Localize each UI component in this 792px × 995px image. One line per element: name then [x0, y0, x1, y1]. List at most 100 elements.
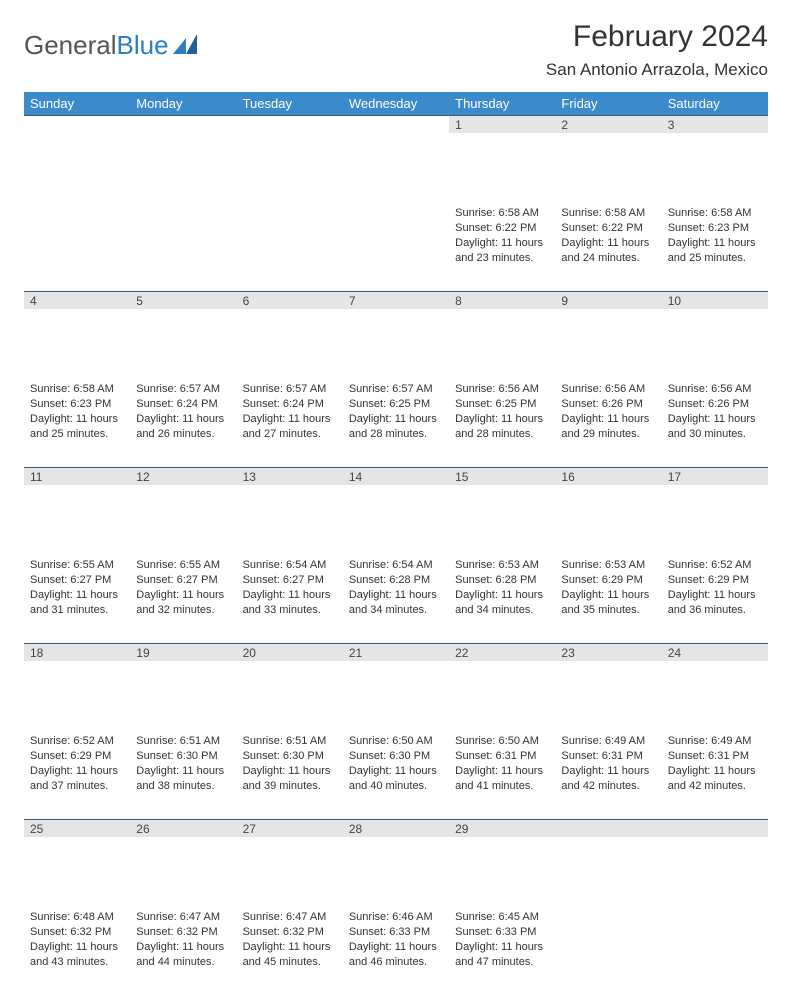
day-number: 12	[130, 467, 236, 485]
day-cell: Sunrise: 6:57 AMSunset: 6:25 PMDaylight:…	[343, 379, 449, 447]
daynum-cell: 4	[24, 291, 130, 379]
sunset-line: Sunset: 6:29 PM	[668, 573, 762, 588]
daylight-line: Daylight: 11 hours and 28 minutes.	[349, 412, 443, 442]
content-cell: Sunrise: 6:49 AMSunset: 6:31 PMDaylight:…	[555, 731, 661, 819]
day-number: 13	[237, 467, 343, 485]
day-number: 29	[449, 819, 555, 837]
day-number: 2	[555, 115, 661, 133]
sunrise-line: Sunrise: 6:49 AM	[668, 734, 762, 749]
daylight-line: Daylight: 11 hours and 36 minutes.	[668, 588, 762, 618]
content-cell: Sunrise: 6:51 AMSunset: 6:30 PMDaylight:…	[237, 731, 343, 819]
daynum-cell: 20	[237, 643, 343, 731]
daylight-line: Daylight: 11 hours and 25 minutes.	[668, 236, 762, 266]
sunset-line: Sunset: 6:27 PM	[30, 573, 124, 588]
sunset-line: Sunset: 6:31 PM	[561, 749, 655, 764]
sunset-line: Sunset: 6:33 PM	[349, 925, 443, 940]
content-cell: Sunrise: 6:50 AMSunset: 6:30 PMDaylight:…	[343, 731, 449, 819]
week-content-row: Sunrise: 6:55 AMSunset: 6:27 PMDaylight:…	[24, 555, 768, 643]
daynum-cell: 5	[130, 291, 236, 379]
sunset-line: Sunset: 6:24 PM	[136, 397, 230, 412]
content-cell: Sunrise: 6:57 AMSunset: 6:25 PMDaylight:…	[343, 379, 449, 467]
sunset-line: Sunset: 6:26 PM	[668, 397, 762, 412]
content-cell: Sunrise: 6:56 AMSunset: 6:26 PMDaylight:…	[662, 379, 768, 467]
sunset-line: Sunset: 6:29 PM	[30, 749, 124, 764]
content-cell: Sunrise: 6:47 AMSunset: 6:32 PMDaylight:…	[237, 907, 343, 995]
day-cell: Sunrise: 6:55 AMSunset: 6:27 PMDaylight:…	[130, 555, 236, 623]
content-cell: Sunrise: 6:58 AMSunset: 6:22 PMDaylight:…	[449, 203, 555, 291]
empty-content-cell	[662, 907, 768, 995]
month-title: February 2024	[546, 20, 768, 54]
day-cell: Sunrise: 6:54 AMSunset: 6:28 PMDaylight:…	[343, 555, 449, 623]
sunset-line: Sunset: 6:22 PM	[561, 221, 655, 236]
sunset-line: Sunset: 6:28 PM	[349, 573, 443, 588]
day-header: Saturday	[662, 92, 768, 115]
empty-content-cell	[130, 203, 236, 291]
daylight-line: Daylight: 11 hours and 24 minutes.	[561, 236, 655, 266]
sunset-line: Sunset: 6:30 PM	[136, 749, 230, 764]
daylight-line: Daylight: 11 hours and 40 minutes.	[349, 764, 443, 794]
daynum-cell: 16	[555, 467, 661, 555]
day-number: 11	[24, 467, 130, 485]
daynum-cell: 13	[237, 467, 343, 555]
content-cell: Sunrise: 6:45 AMSunset: 6:33 PMDaylight:…	[449, 907, 555, 995]
sunrise-line: Sunrise: 6:46 AM	[349, 910, 443, 925]
daylight-line: Daylight: 11 hours and 30 minutes.	[668, 412, 762, 442]
day-cell: Sunrise: 6:57 AMSunset: 6:24 PMDaylight:…	[130, 379, 236, 447]
content-cell: Sunrise: 6:53 AMSunset: 6:29 PMDaylight:…	[555, 555, 661, 643]
day-cell: Sunrise: 6:55 AMSunset: 6:27 PMDaylight:…	[24, 555, 130, 623]
day-header: Wednesday	[343, 92, 449, 115]
content-cell: Sunrise: 6:54 AMSunset: 6:27 PMDaylight:…	[237, 555, 343, 643]
day-cell: Sunrise: 6:57 AMSunset: 6:24 PMDaylight:…	[237, 379, 343, 447]
daylight-line: Daylight: 11 hours and 42 minutes.	[561, 764, 655, 794]
day-header: Tuesday	[237, 92, 343, 115]
sunset-line: Sunset: 6:23 PM	[30, 397, 124, 412]
daynum-cell: 17	[662, 467, 768, 555]
daylight-line: Daylight: 11 hours and 47 minutes.	[455, 940, 549, 970]
daynum-cell: 27	[237, 819, 343, 907]
sunrise-line: Sunrise: 6:54 AM	[243, 558, 337, 573]
sunrise-line: Sunrise: 6:56 AM	[561, 382, 655, 397]
sunset-line: Sunset: 6:27 PM	[136, 573, 230, 588]
sunrise-line: Sunrise: 6:58 AM	[668, 206, 762, 221]
week-content-row: Sunrise: 6:58 AMSunset: 6:22 PMDaylight:…	[24, 203, 768, 291]
sunrise-line: Sunrise: 6:45 AM	[455, 910, 549, 925]
empty-daynum-cell	[555, 819, 661, 907]
logo-mark-icon	[173, 30, 199, 61]
day-cell: Sunrise: 6:52 AMSunset: 6:29 PMDaylight:…	[24, 731, 130, 799]
empty-content-cell	[555, 907, 661, 995]
daylight-line: Daylight: 11 hours and 38 minutes.	[136, 764, 230, 794]
sunrise-line: Sunrise: 6:50 AM	[349, 734, 443, 749]
logo: GeneralBlue	[24, 20, 199, 61]
day-cell: Sunrise: 6:45 AMSunset: 6:33 PMDaylight:…	[449, 907, 555, 975]
day-number: 16	[555, 467, 661, 485]
day-cell: Sunrise: 6:51 AMSunset: 6:30 PMDaylight:…	[237, 731, 343, 799]
sunset-line: Sunset: 6:25 PM	[349, 397, 443, 412]
content-cell: Sunrise: 6:49 AMSunset: 6:31 PMDaylight:…	[662, 731, 768, 819]
day-number: 27	[237, 819, 343, 837]
daynum-cell: 24	[662, 643, 768, 731]
day-number: 17	[662, 467, 768, 485]
daynum-cell: 11	[24, 467, 130, 555]
content-cell: Sunrise: 6:47 AMSunset: 6:32 PMDaylight:…	[130, 907, 236, 995]
day-cell: Sunrise: 6:49 AMSunset: 6:31 PMDaylight:…	[662, 731, 768, 799]
sunrise-line: Sunrise: 6:49 AM	[561, 734, 655, 749]
day-number: 10	[662, 291, 768, 309]
empty-daynum-cell	[662, 819, 768, 907]
sunrise-line: Sunrise: 6:55 AM	[30, 558, 124, 573]
day-number: 19	[130, 643, 236, 661]
day-number: 14	[343, 467, 449, 485]
daylight-line: Daylight: 11 hours and 43 minutes.	[30, 940, 124, 970]
day-number: 23	[555, 643, 661, 661]
week-content-row: Sunrise: 6:52 AMSunset: 6:29 PMDaylight:…	[24, 731, 768, 819]
day-cell: Sunrise: 6:48 AMSunset: 6:32 PMDaylight:…	[24, 907, 130, 975]
sunrise-line: Sunrise: 6:53 AM	[561, 558, 655, 573]
daynum-cell: 3	[662, 115, 768, 203]
empty-daynum-cell	[130, 115, 236, 203]
sunrise-line: Sunrise: 6:58 AM	[30, 382, 124, 397]
day-cell: Sunrise: 6:56 AMSunset: 6:26 PMDaylight:…	[555, 379, 661, 447]
sunrise-line: Sunrise: 6:47 AM	[243, 910, 337, 925]
day-cell: Sunrise: 6:58 AMSunset: 6:22 PMDaylight:…	[555, 203, 661, 271]
daynum-cell: 7	[343, 291, 449, 379]
day-number: 3	[662, 115, 768, 133]
sunrise-line: Sunrise: 6:57 AM	[243, 382, 337, 397]
